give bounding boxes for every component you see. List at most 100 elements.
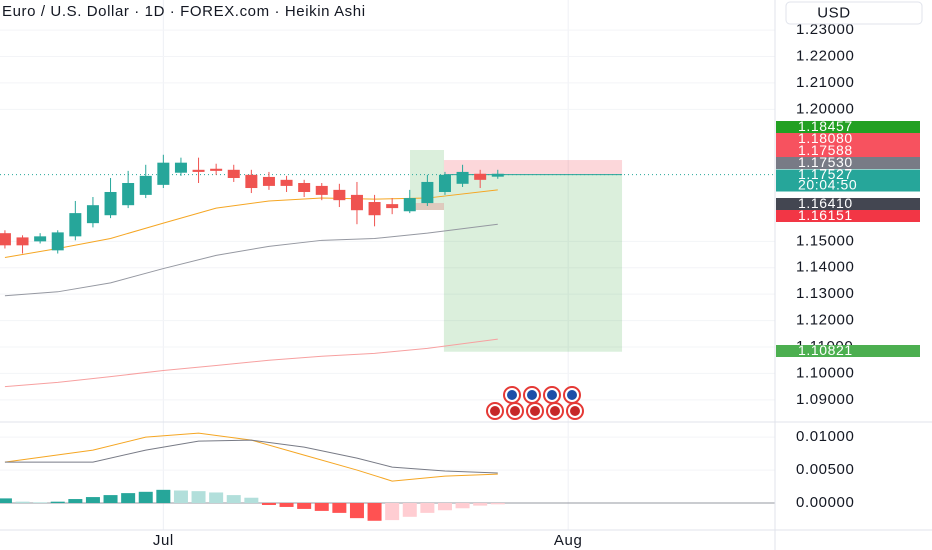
price-tag [776, 169, 920, 192]
moving-average [4, 189, 498, 258]
y-tick-label: 1.22000 [796, 47, 854, 64]
candle-body [386, 204, 399, 209]
y-tick-label: 1.09000 [796, 391, 854, 408]
histogram-bar [244, 497, 259, 503]
event-icon-inner [530, 406, 540, 416]
event-icon-inner [507, 390, 517, 400]
histogram-bar [138, 491, 153, 503]
candle-body [122, 183, 135, 206]
candle-body [474, 173, 487, 180]
candle-body [210, 168, 223, 171]
histogram-bar [279, 503, 294, 507]
candle-body [262, 176, 275, 186]
histogram-bar [297, 503, 312, 509]
candle-body [174, 162, 187, 173]
y-tick-label: 1.12000 [796, 312, 854, 329]
price-tag-label: 1.18080 [798, 130, 853, 146]
y-tick-label: 0.01000 [796, 428, 854, 445]
candle-body [280, 179, 293, 186]
histogram-bar [367, 503, 382, 521]
event-icon-inner [490, 406, 500, 416]
candle-body [491, 173, 504, 177]
price-tag-label: 1.17588 [798, 142, 853, 158]
macd-line [4, 439, 498, 474]
histogram-bar [33, 502, 48, 503]
histogram-bar [103, 495, 118, 503]
histogram-bar [437, 503, 452, 511]
y-tick-label: 1.15000 [796, 232, 854, 249]
price-tag-label: 1.16151 [798, 207, 853, 223]
event-icon-inner [570, 406, 580, 416]
candle-body [157, 162, 170, 185]
y-tick-label: 1.13000 [796, 285, 854, 302]
candle-body [350, 194, 363, 211]
candle-body [368, 202, 381, 216]
x-tick-label: Jul [153, 532, 174, 549]
histogram-bar [385, 503, 400, 521]
price-tag [776, 210, 920, 222]
price-tag [776, 121, 920, 133]
candle-body [192, 169, 205, 172]
candle-body [86, 205, 99, 224]
y-tick-label: 1.10000 [796, 364, 854, 381]
event-icon-inner [547, 390, 557, 400]
histogram-bar [349, 503, 364, 519]
price-tag-label: 1.16410 [798, 195, 853, 211]
event-icon-inner [550, 406, 560, 416]
price-tag [776, 157, 920, 169]
candle-body [438, 174, 451, 192]
histogram-bar [490, 503, 505, 505]
y-tick-label: 1.23000 [796, 21, 854, 38]
moving-average [4, 223, 498, 297]
histogram-bar [455, 503, 470, 509]
chart-title: Euro / U.S. Dollar · 1D · FOREX.com · He… [2, 3, 366, 20]
histogram-bar [402, 503, 417, 517]
histogram-bar [226, 495, 241, 503]
x-tick-label: Aug [554, 532, 583, 549]
candle-body [34, 236, 47, 242]
candle-body [51, 232, 64, 251]
countdown: 20:04:50 [798, 177, 857, 193]
histogram-bar [0, 498, 12, 503]
candle-body [298, 183, 311, 192]
candle-body [0, 233, 11, 246]
price-tag [776, 145, 920, 157]
price-tag-label: 1.10821 [798, 342, 853, 358]
candle-body [333, 189, 346, 201]
histogram-bar [156, 489, 171, 503]
histogram-bar [121, 493, 136, 503]
price-tag-label: 1.17530 [798, 154, 853, 170]
currency-label: USD [817, 4, 850, 21]
price-tag-label: 1.18457 [798, 118, 853, 134]
histogram-bar [85, 497, 100, 503]
candle-body [403, 198, 416, 212]
histogram-bar [314, 503, 329, 511]
histogram-bar [261, 503, 276, 505]
candle-body [69, 213, 82, 237]
histogram-bar [191, 491, 206, 503]
histogram-bar [209, 492, 224, 503]
histogram-bar [173, 490, 188, 503]
histogram-bar [68, 499, 83, 503]
candle-body [139, 175, 152, 195]
candle-body [16, 237, 29, 246]
candle-body [315, 185, 328, 195]
candle-body [245, 174, 258, 189]
price-tag [776, 133, 920, 145]
moving-average [4, 338, 498, 388]
stop-zone [443, 160, 623, 175]
candle-body [421, 181, 434, 204]
histogram-bar [50, 501, 65, 503]
candle-body [227, 169, 240, 178]
event-icon-inner [510, 406, 520, 416]
candle-body [456, 171, 469, 184]
price-tag [776, 345, 920, 357]
price-tag-label: 1.17527 [798, 166, 853, 182]
y-tick-label: 0.00500 [796, 461, 854, 478]
histogram-bar [15, 501, 30, 503]
macd-line [4, 432, 498, 482]
currency-box [785, 1, 923, 25]
